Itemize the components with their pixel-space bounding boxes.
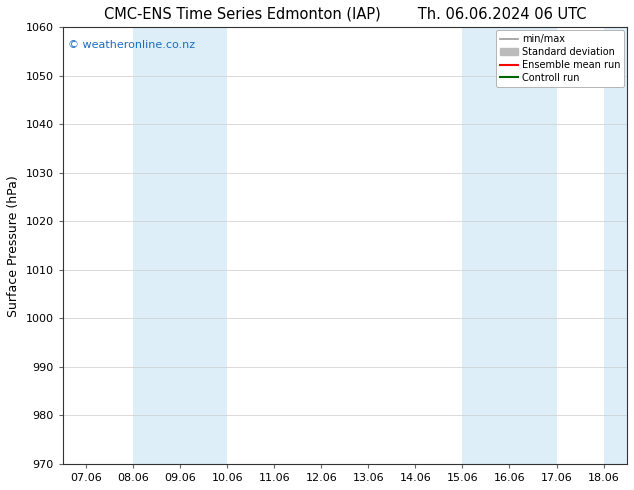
Bar <box>133 27 227 464</box>
Text: © weatheronline.co.nz: © weatheronline.co.nz <box>68 40 195 50</box>
Title: CMC-ENS Time Series Edmonton (IAP)        Th. 06.06.2024 06 UTC: CMC-ENS Time Series Edmonton (IAP) Th. 0… <box>103 7 586 22</box>
Bar <box>604 27 627 464</box>
Legend: min/max, Standard deviation, Ensemble mean run, Controll run: min/max, Standard deviation, Ensemble me… <box>496 30 624 87</box>
Y-axis label: Surface Pressure (hPa): Surface Pressure (hPa) <box>7 175 20 317</box>
Bar <box>462 27 557 464</box>
